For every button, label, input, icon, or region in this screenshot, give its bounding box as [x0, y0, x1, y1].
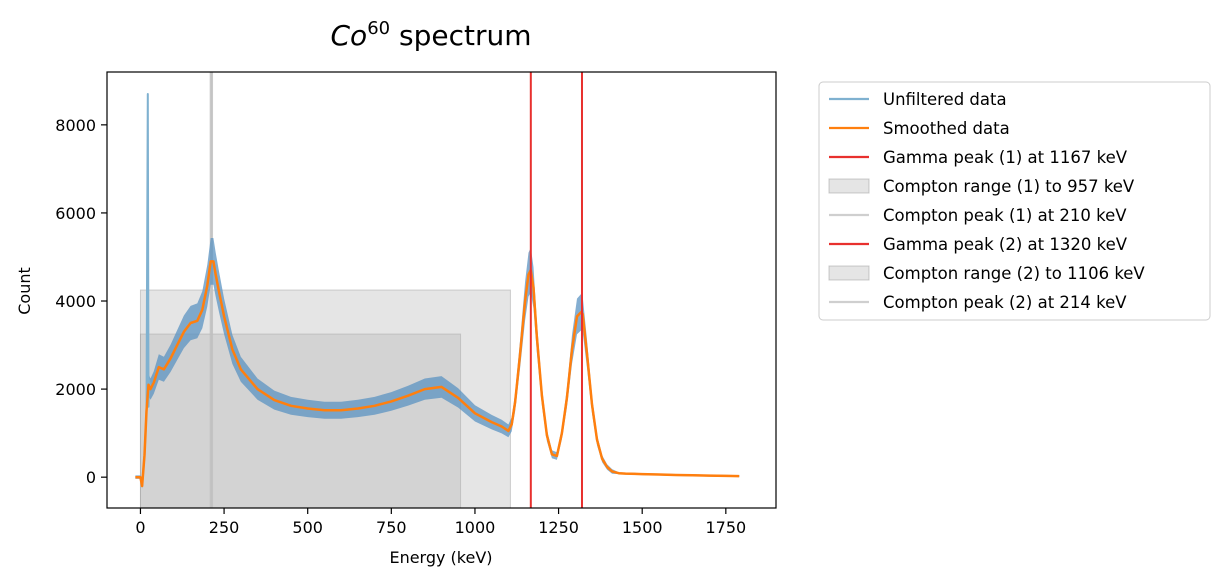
legend-label: Compton range (1) to 957 keV: [883, 177, 1135, 196]
legend: Unfiltered data Smoothed data Gamma peak (…: [818, 81, 1211, 321]
x-tick-label-1000: 1000: [455, 518, 496, 537]
legend-label: Gamma peak (1) at 1167 keV: [883, 148, 1128, 167]
svg-text:Co60 spectrum: Co60 spectrum: [331, 18, 532, 52]
y-tick-label-6000: 6000: [55, 204, 96, 223]
legend-item-3: Gamma peak (1) at 1167 keV: [829, 148, 1128, 167]
legend-label: Compton range (2) to 1106 keV: [883, 264, 1145, 283]
plot-clipped: [135, 72, 740, 508]
legend-item-2: Smoothed data: [829, 119, 1010, 138]
legend-box: [818, 81, 1211, 321]
title-superscript: 60: [367, 18, 390, 39]
legend-swatch-patch: [828, 178, 870, 194]
legend-item-6: Gamma peak (2) at 1320 keV: [829, 235, 1128, 254]
legend-label: Compton peak (2) at 214 keV: [883, 293, 1127, 312]
axes: 0 250 500 750 1000 1250 1500 1750 0 2000 4000 6000 8…: [55, 71, 777, 537]
x-tick-label-1250: 1250: [538, 518, 579, 537]
y-tick-label-8000: 8000: [55, 116, 96, 135]
axes-frame: [106, 71, 777, 509]
legend-label: Unfiltered data: [883, 90, 1007, 109]
legend-item-1: Unfiltered data: [829, 90, 1007, 109]
x-tick-label-0: 0: [135, 518, 145, 537]
compton-range-1: [139, 333, 462, 508]
y-axis-label: Count: [15, 267, 34, 315]
legend-label: Compton peak (1) at 210 keV: [883, 206, 1127, 225]
y-tick-label-4000: 4000: [55, 292, 96, 311]
series-smoothed-line: [135, 260, 740, 488]
chart-title: Co60 spectrum: [331, 18, 532, 52]
plot-area: [135, 72, 740, 508]
x-tick-label-1750: 1750: [705, 518, 746, 537]
y-tick-label-2000: 2000: [55, 380, 96, 399]
legend-item-8: Compton peak (2) at 214 keV: [829, 293, 1127, 312]
legend-swatch-patch: [828, 265, 870, 281]
legend-item-4: Compton range (1) to 957 keV: [828, 177, 1135, 196]
y-tick-label-0: 0: [86, 468, 96, 487]
x-axis-label: Energy (keV): [389, 548, 492, 567]
legend-item-7: Compton range (2) to 1106 keV: [828, 264, 1145, 283]
legend-item-5: Compton peak (1) at 210 keV: [829, 206, 1127, 225]
x-tick-label-750: 750: [376, 518, 407, 537]
x-tick-label-500: 500: [292, 518, 323, 537]
x-tick-label-250: 250: [209, 518, 240, 537]
x-tick-label-1500: 1500: [622, 518, 663, 537]
legend-label: Smoothed data: [883, 119, 1010, 138]
title-suffix: spectrum: [390, 19, 531, 52]
legend-label: Gamma peak (2) at 1320 keV: [883, 235, 1128, 254]
title-base: Co: [331, 19, 368, 52]
